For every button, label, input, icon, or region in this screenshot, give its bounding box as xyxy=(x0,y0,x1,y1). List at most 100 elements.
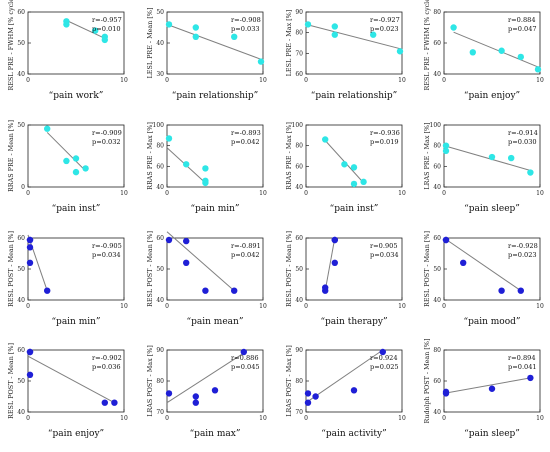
data-point xyxy=(82,165,89,172)
x-axis-label: “pain activity” xyxy=(321,428,386,439)
p-value: p=0.023 xyxy=(370,25,399,33)
y-tick-label: 40 xyxy=(433,71,441,78)
y-tick-label: 40 xyxy=(17,297,25,304)
x-tick-label: 0 xyxy=(165,77,169,84)
correlation-r: r=-0.908 xyxy=(231,16,261,24)
x-tick-label: 10 xyxy=(259,77,267,84)
y-tick-label: 80 xyxy=(433,9,441,16)
data-point xyxy=(527,374,534,382)
regression-line xyxy=(324,237,336,291)
data-point xyxy=(488,153,496,161)
y-tick-label: 50 xyxy=(17,378,25,385)
x-axis-label: “pain inst” xyxy=(52,203,101,214)
data-point xyxy=(26,236,34,244)
data-point xyxy=(534,66,542,73)
x-tick-label: 10 xyxy=(536,415,544,422)
x-axis-label: “pain sleep” xyxy=(464,203,520,214)
y-tick-label: 70 xyxy=(156,409,164,416)
x-tick-label: 10 xyxy=(120,190,128,197)
data-point xyxy=(257,58,265,65)
p-value: p=0.047 xyxy=(508,25,537,33)
p-value: p=0.041 xyxy=(508,363,537,371)
data-point xyxy=(231,287,238,294)
x-tick-label: 0 xyxy=(304,415,308,422)
x-tick-label: 10 xyxy=(259,190,267,197)
p-value: p=0.036 xyxy=(92,363,121,371)
data-point xyxy=(442,236,450,244)
x-axis-label: “pain enjoy” xyxy=(48,428,104,439)
data-point xyxy=(498,47,505,54)
x-axis-label: “pain relationship” xyxy=(172,90,259,101)
y-tick-label: 40 xyxy=(295,297,303,304)
data-point xyxy=(92,27,99,34)
data-point xyxy=(350,164,358,171)
x-tick-label: 0 xyxy=(165,303,169,310)
regression-line xyxy=(453,31,541,69)
p-value: p=0.034 xyxy=(370,251,399,259)
y-axis-label: RRAS PRE - Mean [%] xyxy=(7,120,15,192)
p-value: p=0.033 xyxy=(231,25,260,33)
data-point xyxy=(527,169,534,176)
data-point xyxy=(192,33,199,40)
y-tick-label: 40 xyxy=(156,40,164,47)
y-tick-label: 60 xyxy=(156,235,164,242)
data-point xyxy=(202,287,209,294)
data-point xyxy=(192,399,199,406)
data-point xyxy=(165,236,173,244)
y-tick-label: 60 xyxy=(17,347,25,354)
y-tick-label: 50 xyxy=(156,9,164,16)
y-tick-label: 90 xyxy=(156,347,164,354)
data-point xyxy=(111,399,118,406)
correlation-r: r=0.884 xyxy=(508,16,536,24)
data-point xyxy=(44,125,51,132)
data-point xyxy=(304,21,312,28)
y-axis-label: Rudolph POST - Mean [%] xyxy=(423,339,431,424)
y-axis-label: RESL PRE - FWHM [% cycle] xyxy=(7,0,15,90)
y-tick-label: 50 xyxy=(433,266,441,273)
y-axis-label: RESL POST - Mean [%] xyxy=(7,231,15,307)
x-tick-label: 0 xyxy=(26,77,30,84)
x-tick-label: 0 xyxy=(304,190,308,197)
x-axis-label: “pain mean” xyxy=(187,316,244,327)
data-point xyxy=(442,142,450,149)
regression-line xyxy=(166,23,264,61)
y-tick-label: 40 xyxy=(433,184,441,191)
p-value: p=0.042 xyxy=(231,138,260,146)
y-tick-label: 60 xyxy=(433,40,441,47)
x-axis-label: “pain enjoy” xyxy=(464,90,520,101)
regression-line xyxy=(27,355,115,404)
regression-line xyxy=(443,145,531,171)
data-point xyxy=(63,157,70,165)
data-point xyxy=(26,348,34,356)
correlation-r: r=-0.909 xyxy=(92,129,122,137)
correlation-r: r=0.894 xyxy=(508,354,536,362)
y-tick-label: 60 xyxy=(295,163,303,170)
y-tick-label: 70 xyxy=(295,50,303,57)
p-value: p=0.034 xyxy=(92,251,121,259)
x-tick-label: 10 xyxy=(398,303,406,310)
x-axis-label: “pain max” xyxy=(190,428,241,439)
data-point xyxy=(508,154,515,162)
x-tick-label: 10 xyxy=(536,303,544,310)
p-value: p=0.042 xyxy=(231,251,260,259)
data-point xyxy=(101,399,109,406)
p-value: p=0.030 xyxy=(508,138,537,146)
data-point xyxy=(450,24,457,31)
y-axis-label: RRAS PRE - Max [%] xyxy=(285,122,293,190)
regression-line xyxy=(166,231,235,292)
data-point xyxy=(331,259,338,266)
data-point xyxy=(26,259,34,266)
axes-frame xyxy=(166,124,264,188)
data-point xyxy=(183,161,190,168)
x-tick-label: 0 xyxy=(304,77,308,84)
x-tick-label: 10 xyxy=(120,77,128,84)
x-tick-label: 10 xyxy=(120,415,128,422)
y-tick-label: 100 xyxy=(292,122,304,129)
data-point xyxy=(322,284,329,291)
x-tick-label: 0 xyxy=(442,190,446,197)
